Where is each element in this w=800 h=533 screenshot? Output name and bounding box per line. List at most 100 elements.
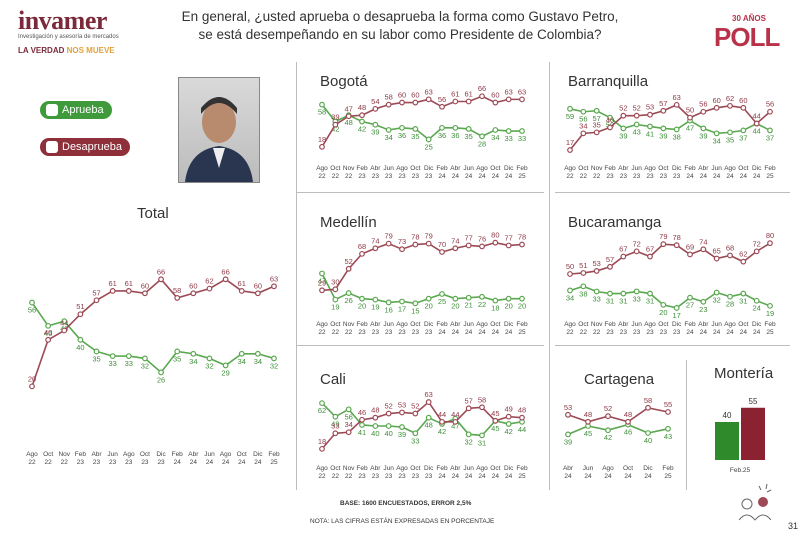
- barranquilla-point: [713, 104, 720, 111]
- medellin-point: [452, 245, 459, 252]
- barranquilla-point: [700, 108, 707, 115]
- bogota-point: [385, 101, 392, 108]
- bogota-value-label: 42: [358, 125, 366, 134]
- total-tick-label: Ago: [123, 451, 135, 458]
- bucaramanga-point: [607, 290, 613, 297]
- bogota-point: [479, 93, 485, 100]
- total-value-label: 57: [92, 288, 100, 297]
- medellin-tick-year: 22: [318, 329, 326, 336]
- cali-tick-label: Abr: [370, 465, 381, 472]
- bucaramanga-point: [647, 253, 653, 260]
- total-point: [158, 276, 164, 283]
- medellin-point: [332, 286, 339, 293]
- total-point: [190, 350, 197, 357]
- bucaramanga-point: [593, 288, 600, 295]
- medellin-tick-label: Feb: [436, 321, 448, 328]
- medellin-value-label: 70: [438, 240, 446, 249]
- medellin-tick-label: Ago: [476, 321, 488, 328]
- total-point: [222, 276, 229, 283]
- medellin-value-label: 20: [424, 302, 432, 311]
- bogota-tick-label: Jun: [383, 165, 394, 172]
- total-value-label: 61: [238, 279, 246, 288]
- total-value-label: 40: [76, 343, 84, 352]
- bucaramanga-tick-label: Feb: [604, 321, 616, 328]
- total-value-label: 29: [221, 368, 229, 377]
- bogota-tick-label: Feb: [516, 165, 528, 172]
- bucaramanga-point: [647, 290, 653, 297]
- medellin-line-approve: [321, 273, 522, 305]
- cartagena-point: [605, 427, 611, 434]
- bucaramanga-point: [753, 297, 760, 304]
- barranquilla-point: [673, 126, 680, 133]
- bogota-point: [319, 143, 325, 150]
- barranquilla-tick-year: 24: [700, 173, 708, 180]
- barranquilla-point: [620, 112, 627, 119]
- cali-point: [332, 413, 339, 420]
- bogota-point: [359, 112, 365, 119]
- cartagena-value-label: 52: [604, 404, 612, 413]
- cali-value-label: 18: [318, 437, 326, 446]
- bogota-value-label: 60: [411, 91, 419, 100]
- total-value-label: 33: [108, 359, 116, 368]
- total-point: [45, 336, 52, 343]
- barranquilla-point: [647, 123, 653, 130]
- cali-point: [385, 423, 392, 429]
- bogota-value-label: 39: [371, 128, 379, 137]
- barranquilla-tick-label: Feb: [764, 165, 776, 172]
- total-value-label: 58: [173, 286, 181, 295]
- cali-point: [452, 418, 459, 425]
- bucaramanga-value-label: 20: [659, 308, 667, 317]
- chart-title-barranquilla: Barranquilla: [568, 73, 649, 90]
- cali-value-label: 45: [491, 409, 499, 418]
- total-tick-label: Oct: [237, 451, 247, 458]
- total-point: [45, 322, 52, 329]
- legend-disapprove-label: Desaprueba: [62, 141, 122, 153]
- medellin-point: [412, 241, 419, 248]
- barranquilla-point: [633, 121, 640, 128]
- medellin-value-label: 79: [384, 232, 392, 241]
- cali-point: [319, 400, 325, 407]
- barranquilla-point: [660, 125, 667, 132]
- bucaramanga-tick-label: Ago: [724, 321, 736, 328]
- barranquilla-point: [767, 108, 773, 115]
- barranquilla-tick-year: 22: [566, 173, 574, 180]
- bucaramanga-point: [567, 287, 573, 294]
- cali-point: [332, 430, 339, 437]
- medellin-value-label: 25: [438, 297, 446, 306]
- barranquilla-value-label: 50: [686, 106, 694, 115]
- bogota-value-label: 58: [384, 93, 392, 102]
- bucaramanga-tick-year: 22: [593, 329, 601, 336]
- medellin-tick-label: Dic: [424, 321, 434, 328]
- cali-value-label: 39: [398, 430, 406, 439]
- cali-value-label: 33: [411, 436, 419, 445]
- cartagena-point: [665, 409, 671, 415]
- bucaramanga-point: [580, 283, 587, 290]
- bucaramanga-point: [580, 270, 587, 276]
- bucaramanga-tick-year: 23: [673, 329, 681, 336]
- bogota-point: [412, 99, 419, 106]
- barranquilla-point: [647, 111, 653, 118]
- medellin-value-label: 20: [358, 302, 366, 311]
- cali-point: [399, 424, 405, 430]
- cali-tick-label: Dic: [504, 465, 514, 472]
- bucaramanga-value-label: 50: [566, 262, 574, 271]
- bogota-tick-label: Jun: [463, 165, 474, 172]
- medellin-value-label: 18: [491, 304, 499, 313]
- cali-value-label: 49: [504, 405, 512, 414]
- barranquilla-point: [567, 147, 573, 153]
- total-tick-label: Jun: [107, 451, 118, 458]
- cali-value-label: 52: [384, 402, 392, 411]
- total-value-label: 46: [44, 329, 52, 338]
- total-value-label: 32: [270, 361, 278, 370]
- barranquilla-value-label: 39: [659, 131, 667, 140]
- medellin-value-label: 22: [478, 300, 486, 309]
- cartagena-point: [605, 413, 611, 420]
- bucaramanga-tick-label: Feb: [764, 321, 776, 328]
- cali-point: [439, 418, 445, 425]
- bucaramanga-tick-year: 24: [753, 329, 761, 336]
- bucaramanga-point: [753, 248, 760, 255]
- medellin-tick-label: Abr: [370, 321, 381, 328]
- barranquilla-point: [673, 101, 680, 108]
- bogota-value-label: 28: [478, 139, 486, 148]
